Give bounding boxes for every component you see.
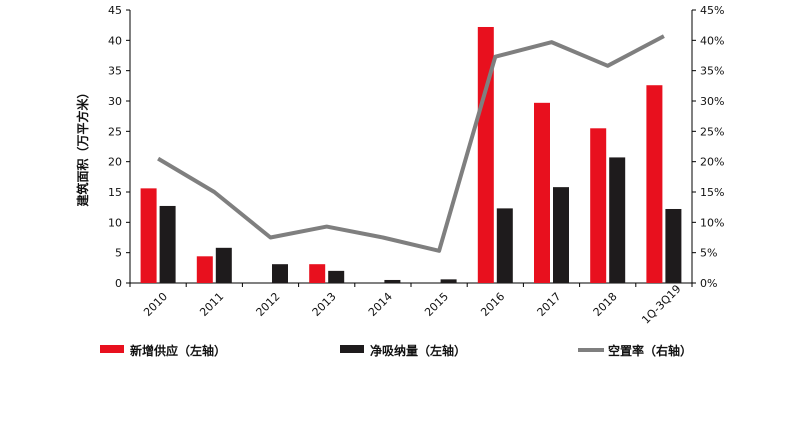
bar-absorption [328,270,345,283]
bar-absorption [553,187,569,283]
left-tick-label: 45 [108,4,122,17]
left-tick-label: 15 [108,186,122,199]
right-tick-label: 5% [700,247,717,260]
x-tick-label: 2016 [478,290,507,319]
right-tick-label: 20% [700,156,724,169]
x-tick-label: 2017 [535,290,564,319]
y-axis-title: 建筑面积（万平方米） [75,86,90,207]
bar-supply [196,256,213,283]
right-tick-label: 45% [700,4,724,17]
right-tick-label: 25% [700,125,724,138]
bar-supply [140,188,157,283]
x-tick-label: 1Q-3Q19 [639,282,683,326]
right-tick-label: 40% [700,34,724,47]
bar-absorption [215,247,232,283]
x-tick-label: 2012 [254,290,283,319]
x-tick-label: 2010 [141,290,170,319]
bar-absorption [384,279,401,283]
left-tick-label: 0 [115,277,122,290]
x-tick-label: 2014 [366,290,395,319]
bar-absorption [609,157,626,283]
right-tick-label: 10% [700,216,724,229]
left-tick-label: 20 [108,156,122,169]
right-tick-label: 35% [700,65,724,78]
left-tick-label: 5 [115,247,122,260]
bar-supply [646,85,663,283]
x-tick-label: 2011 [197,290,226,319]
bar-absorption [272,264,288,283]
legend-swatch-0 [100,345,124,353]
left-tick-label: 25 [108,125,122,138]
right-tick-label: 15% [700,186,724,199]
left-tick-label: 10 [108,216,122,229]
bar-supply [309,264,326,283]
left-tick-label: 30 [108,95,122,108]
legend-swatch-1 [340,345,364,353]
right-tick-label: 0% [700,277,717,290]
bar-absorption [159,205,176,283]
bar-absorption [440,279,457,283]
x-tick-label: 2015 [422,290,451,319]
legend-label-1: 净吸纳量（左轴） [370,343,466,358]
bar-supply [534,102,550,283]
legend-label-0: 新增供应（左轴） [130,343,226,358]
bar-supply [477,26,494,284]
left-tick-label: 35 [108,65,122,78]
x-tick-label: 2018 [591,290,620,319]
x-tick-label: 2013 [310,290,339,319]
bar-supply [590,128,607,283]
left-tick-label: 40 [108,34,122,47]
bar-absorption [665,208,682,283]
bar-absorption [496,208,513,283]
legend-label-2: 空置率（右轴） [608,343,692,358]
vacancy-rate-line [157,34,665,253]
right-tick-label: 30% [700,95,724,108]
